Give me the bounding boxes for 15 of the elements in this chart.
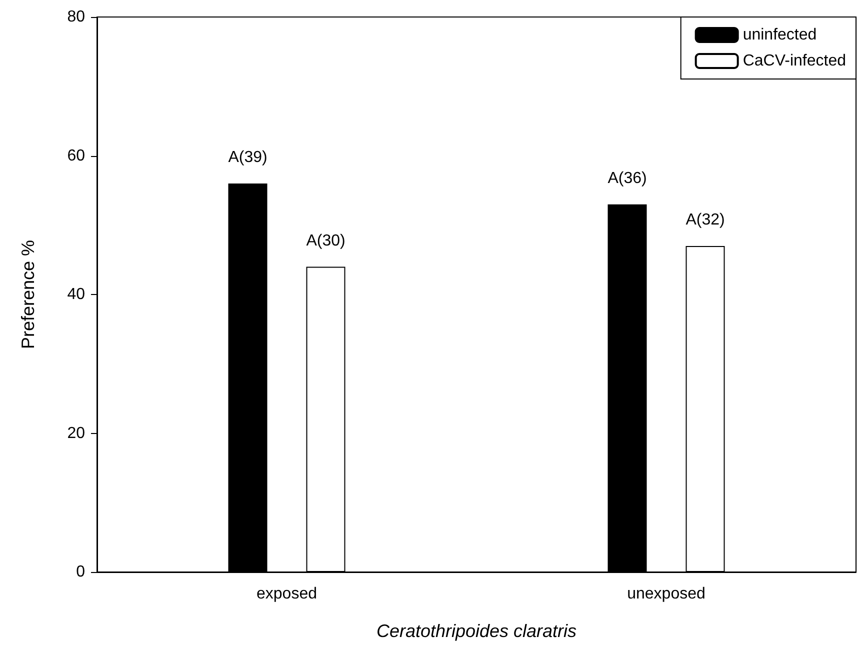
data-label: A(30)	[306, 232, 346, 250]
data-label: A(39)	[228, 149, 268, 166]
y-tick-label: 20	[67, 424, 86, 442]
x-tick-label: exposed	[256, 586, 317, 602]
y-tick-label: 80	[67, 8, 86, 26]
y-tick-label: 0	[76, 564, 86, 580]
legend-label: uninfected	[742, 26, 817, 44]
data-label: A(32)	[686, 211, 725, 228]
legend-label: CaCV-infected	[742, 52, 846, 70]
y-axis-title: Preference %	[18, 240, 38, 350]
data-label: A(36)	[608, 170, 647, 187]
y-tick-label: 60	[67, 147, 86, 164]
y-tick-label: 40	[67, 286, 86, 303]
x-axis-title: Ceratothripoides claratris	[376, 621, 577, 641]
x-tick-label: unexposed	[627, 586, 706, 602]
